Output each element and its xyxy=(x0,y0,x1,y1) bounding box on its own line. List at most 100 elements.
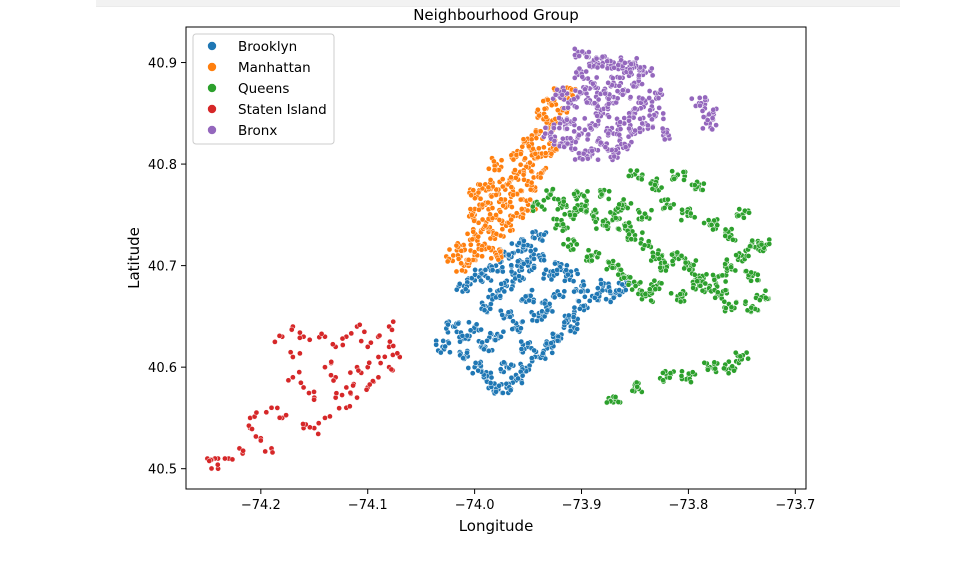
legend-label: Staten Island xyxy=(238,102,327,118)
data-point xyxy=(315,420,322,427)
data-point xyxy=(500,202,506,209)
data-point xyxy=(479,201,486,208)
data-point xyxy=(691,271,698,278)
data-point xyxy=(468,192,475,199)
data-point xyxy=(327,413,333,420)
data-point xyxy=(605,196,612,202)
data-point xyxy=(680,169,687,175)
data-point xyxy=(633,55,640,62)
data-point xyxy=(626,219,632,226)
data-point xyxy=(616,74,623,81)
data-point xyxy=(632,127,638,134)
data-point xyxy=(455,256,462,262)
data-point xyxy=(548,129,555,136)
data-point xyxy=(572,212,578,218)
data-point xyxy=(657,264,664,271)
data-point xyxy=(660,110,667,117)
data-point xyxy=(542,130,549,137)
data-point xyxy=(656,105,663,111)
data-point xyxy=(527,292,534,299)
data-point xyxy=(488,255,495,262)
data-point xyxy=(222,455,228,462)
data-point xyxy=(350,382,356,389)
data-point xyxy=(572,205,578,212)
data-point xyxy=(625,173,632,179)
data-point xyxy=(682,259,689,266)
data-point xyxy=(624,205,631,211)
data-point xyxy=(733,252,739,258)
data-point xyxy=(611,64,617,71)
data-point xyxy=(693,257,699,264)
data-point xyxy=(628,61,635,67)
data-point xyxy=(574,326,581,332)
data-point xyxy=(475,367,482,374)
data-point xyxy=(522,293,529,300)
data-point xyxy=(283,412,289,419)
data-point xyxy=(318,330,325,337)
data-point xyxy=(519,214,526,221)
data-point xyxy=(453,268,460,275)
data-point xyxy=(595,285,601,291)
data-point xyxy=(636,72,642,79)
data-point xyxy=(709,115,716,122)
data-point xyxy=(508,174,514,181)
data-point xyxy=(625,281,632,288)
data-point xyxy=(572,156,578,163)
data-point xyxy=(388,366,395,373)
data-point xyxy=(529,229,536,236)
data-point xyxy=(394,350,401,357)
data-point xyxy=(701,220,707,226)
data-point xyxy=(549,331,556,337)
data-point xyxy=(493,388,499,395)
data-point xyxy=(576,53,582,59)
data-point xyxy=(576,132,582,139)
data-point xyxy=(354,394,360,401)
data-point xyxy=(541,144,547,151)
data-point xyxy=(688,379,694,385)
data-point xyxy=(544,307,551,314)
x-tick-label: −74.1 xyxy=(348,498,388,513)
data-point xyxy=(766,241,773,247)
data-point xyxy=(691,182,698,188)
data-point xyxy=(583,68,590,75)
data-point xyxy=(700,180,707,187)
data-point xyxy=(375,374,382,381)
data-point xyxy=(594,64,601,71)
data-point xyxy=(522,155,528,162)
data-point xyxy=(487,235,494,242)
data-point xyxy=(515,375,521,382)
data-point xyxy=(339,342,346,348)
data-point xyxy=(508,268,515,275)
data-point xyxy=(469,236,476,243)
data-point xyxy=(481,346,487,353)
data-point xyxy=(377,360,384,366)
data-point xyxy=(571,75,578,81)
data-point xyxy=(518,346,525,352)
data-point xyxy=(554,216,560,223)
data-point xyxy=(559,227,566,234)
data-point xyxy=(604,58,611,65)
data-point xyxy=(513,210,520,217)
data-point xyxy=(581,115,588,122)
data-point xyxy=(691,214,698,221)
data-point xyxy=(527,196,534,203)
data-point xyxy=(678,252,685,259)
data-point xyxy=(442,343,448,350)
data-point xyxy=(433,341,439,348)
data-point xyxy=(747,243,753,250)
data-point xyxy=(315,431,322,437)
data-point xyxy=(615,62,622,68)
data-point xyxy=(722,287,729,294)
data-point xyxy=(482,267,489,273)
data-point xyxy=(584,188,591,195)
data-point xyxy=(470,228,477,235)
data-point xyxy=(297,350,303,357)
data-point xyxy=(529,287,535,293)
data-point xyxy=(746,209,752,216)
data-point xyxy=(625,87,631,94)
data-point xyxy=(437,349,444,356)
data-point xyxy=(498,333,504,340)
data-point xyxy=(476,206,482,213)
data-point xyxy=(610,294,617,301)
data-point xyxy=(462,286,469,293)
